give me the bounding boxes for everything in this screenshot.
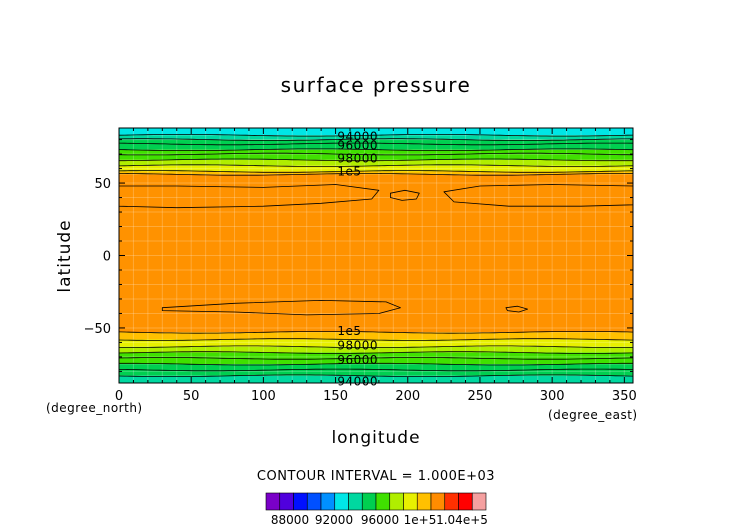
contour-line	[118, 170, 634, 173]
contour-label: 96000	[337, 138, 378, 152]
closed-contours	[118, 184, 634, 316]
contour-band	[119, 135, 633, 140]
colorbar-swatch	[279, 492, 294, 511]
colorbar-swatch	[361, 492, 377, 511]
contour-band	[119, 352, 633, 365]
colorbar-tick-label: 92000	[315, 513, 353, 527]
y-axis-unit: (degree_north)	[46, 401, 143, 415]
colorbar-tick-labels: 88000 92000 96000 1e+5 1.04e+5	[271, 513, 488, 527]
contour-band	[119, 346, 633, 353]
contour-line	[118, 331, 634, 334]
closed-contour	[389, 189, 420, 201]
contour-label: 1e5	[337, 164, 361, 178]
contour-band	[119, 332, 633, 340]
contour-line	[119, 345, 633, 348]
x-axis-ticks: 0 50 100 150 200 250 300 350	[115, 128, 637, 404]
y-axis-ticks: −50 0 50	[84, 139, 633, 372]
contour-line	[118, 351, 634, 354]
x-axis-label: longitude	[331, 428, 420, 448]
x-tick-label: 100	[251, 389, 276, 404]
contour-band	[119, 339, 633, 347]
colorbar-tick-label: 1e+5	[404, 513, 437, 527]
contour-line	[118, 138, 634, 141]
contour-label: 1e5	[337, 324, 361, 338]
y-tick-label: 0	[103, 250, 111, 265]
x-axis-unit: (degree_east)	[548, 408, 638, 422]
colorbar-swatch	[471, 492, 487, 511]
contour-line	[118, 374, 634, 377]
contour-line	[119, 158, 633, 162]
contour-band	[119, 139, 633, 150]
colorbar-swatch	[416, 492, 432, 511]
x-tick-label: 250	[468, 389, 493, 404]
colorbar-swatch	[375, 492, 391, 511]
colorbar	[265, 492, 487, 511]
contour-band	[119, 159, 633, 166]
colorbar-swatch	[334, 492, 349, 511]
closed-contour	[505, 305, 528, 313]
closed-contour	[443, 184, 634, 207]
contour-line	[118, 134, 634, 137]
contour-label: 96000	[337, 353, 378, 367]
x-tick-label: 200	[395, 389, 420, 404]
colorbar-swatch	[306, 492, 322, 511]
contour-band	[119, 174, 633, 333]
colorbar-swatch	[320, 492, 336, 511]
contour-label: 94000	[337, 130, 378, 144]
contour-line	[118, 368, 634, 372]
colorbar-tick-label: 96000	[361, 513, 399, 527]
colorbar-swatch	[430, 492, 446, 511]
contour-band	[119, 171, 633, 175]
x-tick-label: 300	[540, 389, 565, 404]
contour-label: 94000	[337, 375, 378, 389]
colorbar-swatch	[293, 492, 308, 511]
chart-title: surface pressure	[281, 73, 472, 97]
contour-line	[119, 173, 633, 176]
x-tick-label: 350	[612, 389, 637, 404]
contour-line	[118, 338, 634, 341]
contour-band	[119, 364, 633, 376]
x-tick-label: 50	[183, 389, 200, 404]
contour-label: 98000	[337, 338, 378, 352]
y-tick-label: 50	[94, 177, 111, 192]
contour-line	[118, 164, 634, 167]
contour-line	[119, 362, 633, 366]
contour-line	[118, 148, 634, 151]
contour-line	[118, 357, 634, 360]
colorbar-tick-label: 1.04e+5	[436, 513, 488, 527]
y-tick-label: −50	[84, 322, 111, 337]
colorbar-swatch	[389, 492, 404, 511]
colorbar-swatch	[265, 492, 281, 511]
colorbar-swatch	[458, 492, 473, 511]
contour-band	[119, 375, 633, 383]
colorbar-swatch	[348, 492, 363, 511]
contour-band	[119, 165, 633, 172]
closed-contour	[161, 299, 401, 316]
y-axis-label: latitude	[55, 219, 75, 292]
contour-interval-label: CONTOUR INTERVAL = 1.000E+03	[257, 469, 495, 484]
x-tick-label: 0	[115, 389, 123, 404]
contour-lines	[118, 134, 634, 377]
x-tick-label: 150	[323, 389, 348, 404]
contour-line	[118, 152, 634, 156]
contour-band	[119, 128, 633, 136]
contour-label: 98000	[337, 151, 378, 165]
colorbar-swatch	[444, 492, 459, 511]
colorbar-swatch	[403, 492, 418, 511]
colorbar-tick-label: 88000	[271, 513, 309, 527]
closed-contour	[118, 184, 380, 209]
contour-line	[118, 142, 634, 146]
